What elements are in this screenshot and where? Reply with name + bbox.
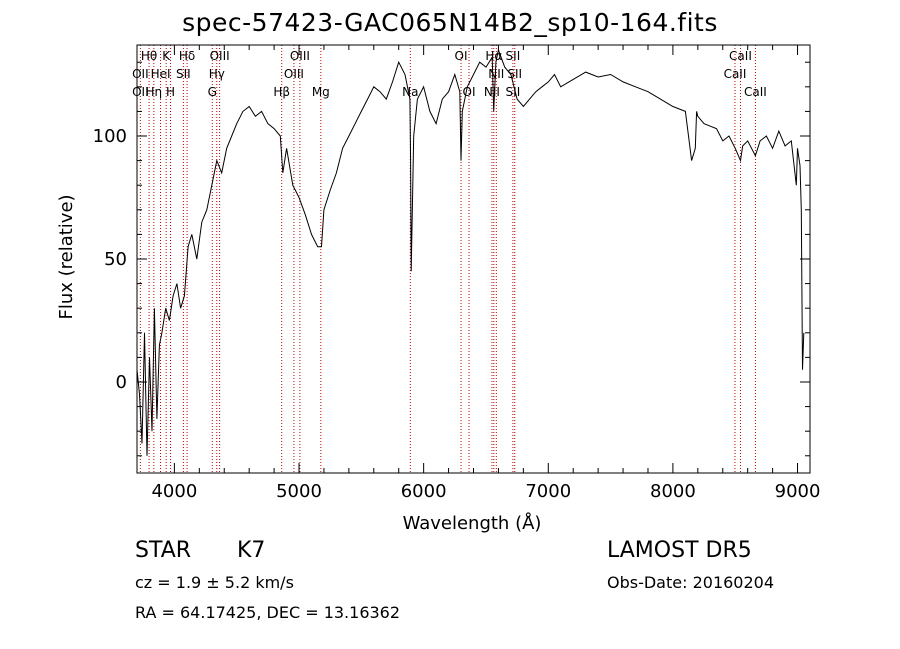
spectral-line-label: OI (463, 85, 476, 99)
line-markers (139, 45, 756, 473)
observation-date: Obs-Date: 20160204 (607, 573, 775, 592)
x-tick-label: 6000 (401, 481, 447, 502)
y-axis-label: Flux (relative) (56, 194, 77, 319)
x-tick-label: 8000 (650, 481, 696, 502)
spectral-line-label: Hγ (209, 67, 225, 81)
x-tick-label: 7000 (525, 481, 571, 502)
object-class: STAR (135, 538, 192, 563)
spectral-line-label: OIII (290, 49, 310, 63)
spectral-line-label: CaII (724, 67, 747, 81)
spectral-line-label: OIII (210, 49, 230, 63)
survey-name: LAMOST DR5 (607, 538, 752, 563)
spectral-line-label: K (162, 49, 171, 63)
spectral-line-label: Hη (146, 85, 163, 99)
object-subclass: K7 (237, 538, 266, 563)
coordinates-readout: RA = 64.17425, DEC = 13.16362 (135, 603, 401, 622)
spectral-line-label: Na (402, 85, 418, 99)
y-tick-label: 100 (93, 126, 127, 147)
spectral-line-label: G (208, 85, 217, 99)
spectral-line-label: NII (488, 67, 504, 81)
spectral-line-label: Hδ (179, 49, 195, 63)
spectral-line-label: OI (455, 49, 468, 63)
spectral-line-label: Hθ (141, 49, 157, 63)
spectral-line-label: OIII (284, 67, 304, 81)
spectral-line-label: Hβ (273, 85, 290, 99)
axis-tick-labels: 4000 5000 6000 7000 8000 9000 0 50 100 (93, 126, 821, 502)
x-tick-label: 9000 (775, 481, 821, 502)
x-tick-label: 4000 (151, 481, 197, 502)
spectrum-line (136, 48, 805, 456)
axis-ticks (137, 45, 810, 473)
spectral-line-label: SII (176, 67, 191, 81)
y-tick-label: 50 (104, 249, 127, 270)
y-tick-label: 0 (116, 372, 127, 393)
x-tick-label: 5000 (276, 481, 322, 502)
spectral-line-label: HeI (151, 67, 171, 81)
spectral-line-label: NII (484, 85, 500, 99)
spectral-line-label: SII (506, 85, 521, 99)
chart-title: spec-57423-GAC065N14B2_sp10-164.fits (182, 8, 718, 37)
spectral-line-label: CaII (729, 49, 752, 63)
spectral-line-label: OII (132, 67, 149, 81)
line-labels: Hθ OII OII K HeI Hη H Hδ SII OIII Hγ G OIII OIII Hβ Mg N… (132, 49, 767, 99)
redshift-readout: cz = 1.9 ± 5.2 km/s (135, 573, 294, 592)
plot-frame (136, 44, 811, 474)
spectral-line-label: CaII (744, 85, 767, 99)
spectral-line-label: OII (132, 85, 149, 99)
spectral-line-label: SII (507, 67, 522, 81)
spectral-line-label: Mg (312, 85, 330, 99)
spectral-line-label: Hα (485, 49, 502, 63)
x-axis-label: Wavelength (Å) (403, 512, 542, 534)
spectral-line-label: H (166, 85, 175, 99)
spectral-line-label: SII (506, 49, 521, 63)
